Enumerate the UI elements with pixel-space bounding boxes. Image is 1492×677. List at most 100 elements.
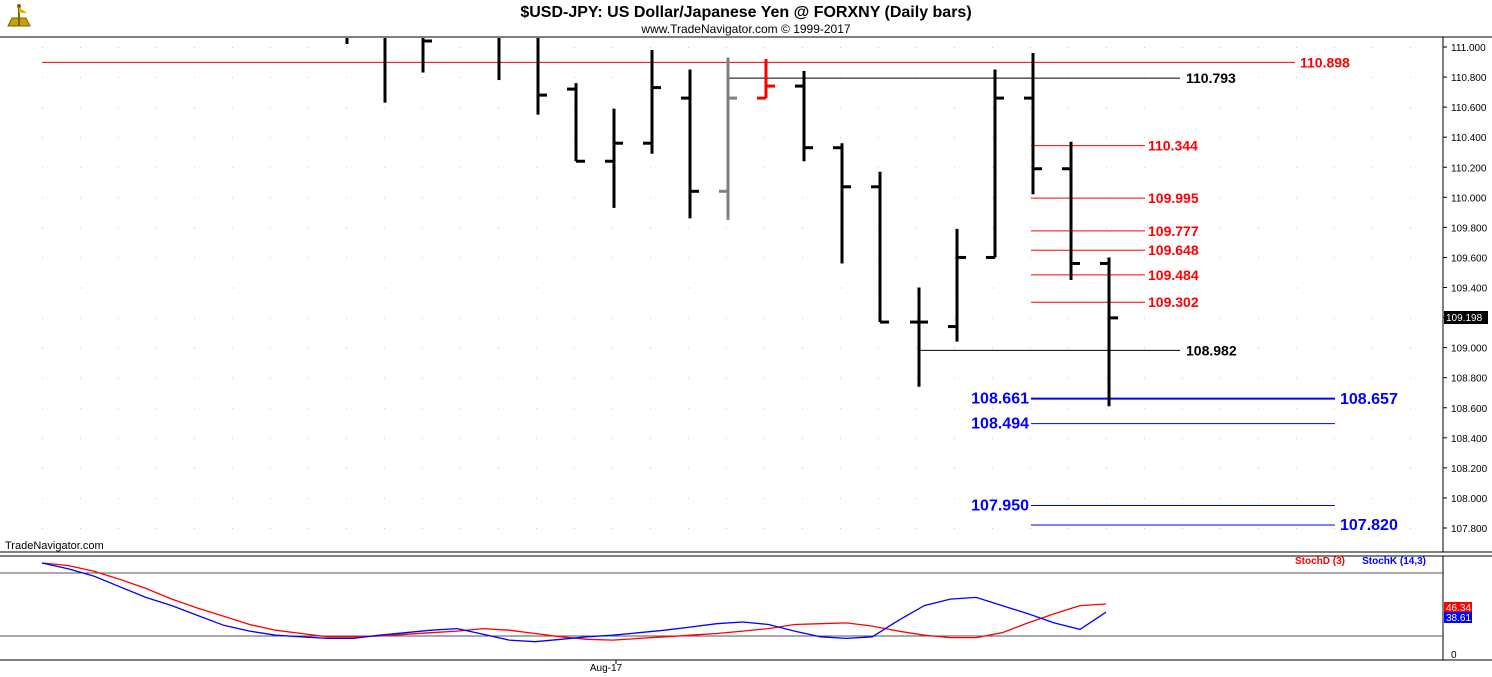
grid-dot: [118, 347, 119, 349]
grid-dot: [498, 317, 499, 319]
grid-dot: [954, 317, 955, 319]
grid-dot: [80, 377, 81, 379]
grid-dot: [878, 167, 879, 169]
grid-dot: [1106, 167, 1107, 169]
grid-dot: [422, 437, 423, 439]
grid-dot: [42, 107, 43, 109]
grid-dot: [42, 137, 43, 139]
grid-dot: [1410, 137, 1411, 139]
grid-dot: [1182, 347, 1183, 349]
grid-dot: [802, 407, 803, 409]
grid-dot: [270, 257, 271, 259]
grid-dot: [156, 377, 157, 379]
grid-dot: [1144, 107, 1145, 109]
stochd-value: 46.34: [1446, 603, 1471, 614]
grid-dot: [1220, 227, 1221, 229]
grid-dot: [1182, 227, 1183, 229]
price-level-label: 109.648: [1148, 242, 1199, 258]
grid-dot: [118, 47, 119, 48]
grid-dot: [954, 137, 955, 139]
price-level-label: 107.820: [1340, 517, 1398, 534]
grid-dot: [498, 227, 499, 229]
grid-dot: [80, 497, 81, 499]
grid-dot: [156, 257, 157, 259]
grid-dot: [422, 467, 423, 469]
grid-dot: [574, 528, 575, 529]
price-level-label: 110.344: [1148, 138, 1198, 154]
grid-dot: [118, 137, 119, 139]
stochk-value: 38.61: [1446, 613, 1471, 624]
grid-dot: [384, 257, 385, 259]
grid-dot: [384, 197, 385, 199]
grid-dot: [1144, 227, 1145, 229]
grid-dot: [1258, 317, 1259, 319]
grid-dot: [650, 467, 651, 469]
grid-dot: [1106, 107, 1107, 109]
grid-dot: [1334, 137, 1335, 139]
grid-dot: [1106, 467, 1107, 469]
price-level: 109.648: [1031, 242, 1199, 258]
price-level: 109.995: [1031, 190, 1199, 206]
grid-dot: [1106, 528, 1107, 529]
grid-dot: [1144, 377, 1145, 379]
price-level-label: 107.950: [971, 497, 1029, 514]
grid-dot: [194, 107, 195, 109]
grid-dot: [270, 407, 271, 409]
grid-dot: [1410, 347, 1411, 349]
grid-dot: [1106, 437, 1107, 439]
grid-dot: [1296, 287, 1297, 289]
grid-dot: [194, 347, 195, 349]
grid-dot: [764, 137, 765, 139]
grid-dot: [1220, 437, 1221, 439]
grid-dot: [460, 77, 461, 79]
grid-dot: [346, 227, 347, 229]
grid-dot: [1030, 137, 1031, 139]
grid-dot: [384, 107, 385, 109]
grid-dot: [118, 107, 119, 109]
price-level-label: 109.777: [1148, 223, 1199, 239]
grid-dot: [574, 407, 575, 409]
grid-dot: [1334, 497, 1335, 499]
stochastic-panel: StochD (3) StochK (14,3) 46.34 38.61 0: [0, 555, 1492, 661]
grid-dot: [232, 467, 233, 469]
grid-dot: [1258, 407, 1259, 409]
grid-dot: [650, 347, 651, 349]
grid-dot: [118, 317, 119, 319]
grid-dot: [384, 227, 385, 229]
grid-dot: [1410, 377, 1411, 379]
grid-dot: [1372, 257, 1373, 259]
price-bar: [833, 143, 851, 264]
grid-dot: [612, 317, 613, 319]
grid-dot: [1258, 497, 1259, 499]
stochd-legend: StochD (3): [1295, 556, 1345, 567]
grid-dot: [1258, 467, 1259, 469]
grid-dot: [308, 437, 309, 439]
grid-dot: [460, 197, 461, 199]
price-level-label: 108.982: [1186, 342, 1237, 358]
grid-dot: [498, 287, 499, 289]
price-bar: [1062, 141, 1080, 280]
grid-dot: [992, 497, 993, 499]
grid-dot: [118, 497, 119, 499]
grid-dot: [1144, 347, 1145, 349]
grid-dot: [308, 197, 309, 199]
grid-dot: [764, 107, 765, 109]
grid-dot: [650, 497, 651, 499]
grid-dot: [802, 317, 803, 319]
grid-dot: [422, 197, 423, 199]
grid-dot: [954, 377, 955, 379]
grid-dot: [1296, 137, 1297, 139]
grid-dot: [650, 377, 651, 379]
grid-dot: [346, 257, 347, 259]
grid-dot: [1144, 257, 1145, 259]
grid-dot: [802, 528, 803, 529]
grid-dot: [156, 317, 157, 319]
grid-dot: [1182, 77, 1183, 79]
grid-dot: [194, 257, 195, 259]
grid-dot: [42, 197, 43, 199]
grid-dot: [536, 137, 537, 139]
grid-dot: [1144, 77, 1145, 79]
grid-dot: [422, 497, 423, 499]
grid-dot: [1106, 77, 1107, 79]
grid-dot: [156, 287, 157, 289]
